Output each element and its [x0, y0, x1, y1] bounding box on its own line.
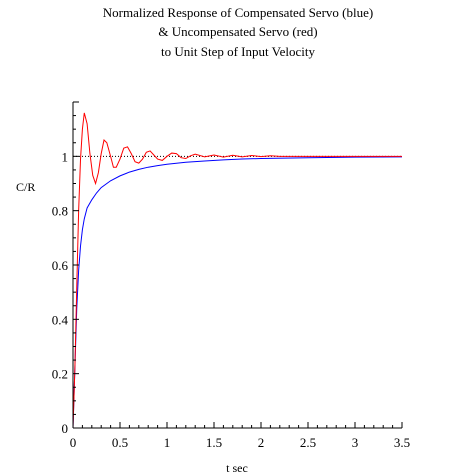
series-line-blue — [72, 156, 403, 429]
y-tick-label: 1 — [62, 149, 69, 164]
plot-area — [72, 112, 403, 429]
x-tick-label: 1.5 — [206, 435, 222, 450]
y-tick-label: 0.2 — [52, 367, 68, 382]
x-tick-label: 3 — [352, 435, 359, 450]
x-tick-label: 3.5 — [394, 435, 410, 450]
y-tick-label: 0.6 — [52, 258, 69, 273]
x-tick-label: 1 — [164, 435, 171, 450]
axes: 0 0.5 1 1.5 2 2.5 3 3.5 0 0.2 0.4 0.6 0.8 1 — [52, 101, 410, 450]
chart-title-line-1: Normalized Response of Compensated Servo… — [103, 5, 373, 20]
x-axis-label: t sec — [226, 461, 248, 475]
chart-title-line-3: to Unit Step of Input Velocity — [161, 44, 315, 59]
y-tick-label: 0 — [62, 421, 69, 436]
chart-title: Normalized Response of Compensated Servo… — [103, 5, 373, 59]
x-tick-label: 0 — [70, 435, 77, 450]
series-line-red — [72, 112, 402, 429]
y-axis-label: C/R — [16, 180, 35, 194]
x-tick-label: 2 — [258, 435, 265, 450]
y-tick-label: 0.4 — [52, 312, 69, 327]
x-tick-label: 2.5 — [300, 435, 316, 450]
y-tick-label: 0.8 — [52, 204, 68, 219]
x-tick-label: 0.5 — [112, 435, 128, 450]
chart-title-line-2: & Uncompensated Servo (red) — [158, 24, 317, 39]
